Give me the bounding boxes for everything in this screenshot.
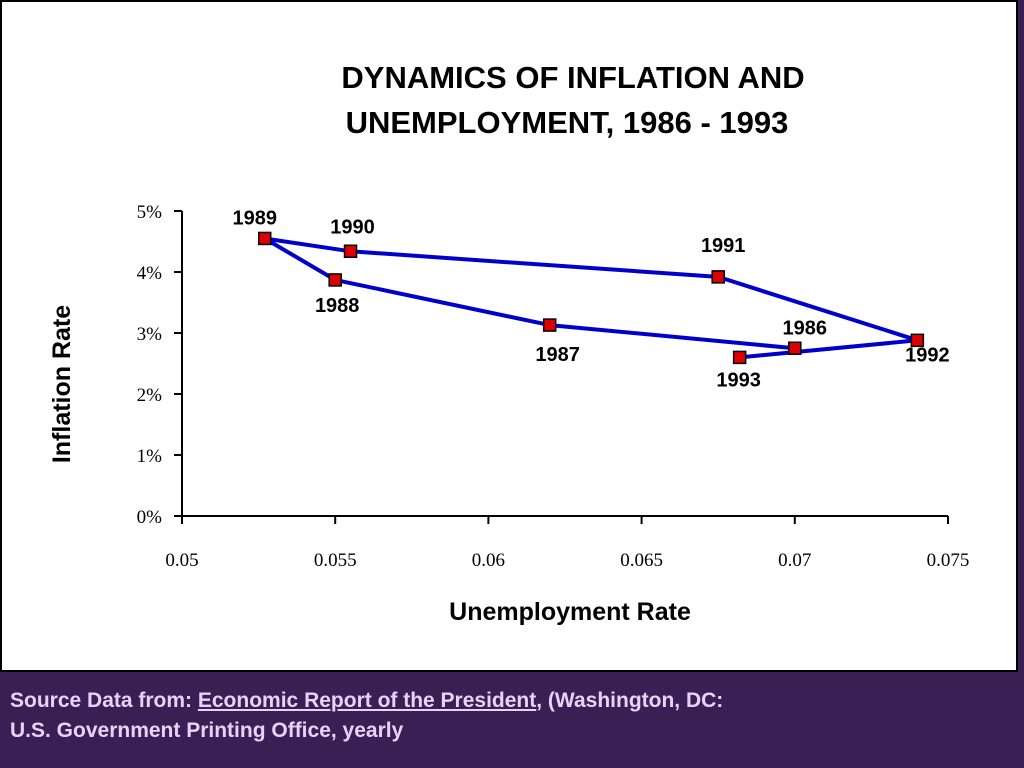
data-label-1986: 1986 [783, 317, 828, 339]
data-point-1988 [328, 273, 342, 287]
y-tick-label: 1% [137, 446, 163, 467]
source-prefix: Source Data from: [10, 689, 198, 712]
chart-title-line-1: DYNAMICS OF INFLATION AND [341, 60, 804, 95]
phillips-curve-chart: DYNAMICS OF INFLATION AND UNEMPLOYMENT, … [48, 60, 970, 626]
data-series: 1986 1987 1988 1989 1990 1991 1992 1993 [232, 207, 949, 391]
y-tick-label: 5% [137, 202, 163, 223]
data-point-1993 [732, 350, 747, 365]
x-tick-label: 0.075 [927, 550, 970, 571]
source-note: Source Data from: Economic Report of the… [10, 686, 1010, 746]
data-label-1992: 1992 [905, 344, 950, 366]
data-label-1991: 1991 [701, 235, 746, 257]
y-axis-title: Inflation Rate [48, 305, 76, 463]
data-label-1990: 1990 [330, 216, 375, 238]
x-tick-label: 0.07 [778, 550, 811, 571]
data-label-1993: 1993 [716, 369, 761, 391]
source-line-2: U.S. Government Printing Office, yearly [10, 719, 404, 742]
x-tick-label: 0.065 [620, 550, 663, 571]
data-label-1989: 1989 [232, 207, 277, 229]
source-suffix: , (Washington, DC: [536, 689, 724, 712]
data-point-1991 [711, 270, 725, 284]
series-line [262, 236, 920, 360]
y-tick-label: 2% [137, 385, 163, 406]
source-publication-link[interactable]: Economic Report of the President [197, 689, 537, 712]
axes: 0% 1% 2% 3% 4% 5% 0.05 0.055 0.06 0.065 0.07 0.075 [137, 202, 970, 571]
data-point-1986 [788, 341, 802, 355]
y-tick-label: 4% [137, 263, 163, 284]
x-tick-label: 0.06 [472, 550, 505, 571]
x-tick-label: 0.05 [165, 550, 198, 571]
data-point-1989 [257, 231, 272, 246]
data-label-1988: 1988 [315, 295, 360, 317]
chart-title-line-2: UNEMPLOYMENT, 1986 - 1993 [346, 105, 789, 140]
x-tick-label: 0.055 [314, 550, 357, 571]
y-tick-label: 0% [137, 507, 163, 528]
x-axis-title: Unemployment Rate [449, 598, 691, 626]
data-point-1987 [542, 318, 557, 332]
data-point-1990 [343, 244, 358, 259]
data-point-1992 [910, 333, 925, 348]
y-tick-label: 3% [137, 324, 163, 345]
slide-panel: DYNAMICS OF INFLATION AND UNEMPLOYMENT, … [0, 0, 1018, 672]
data-label-1987: 1987 [535, 344, 580, 366]
